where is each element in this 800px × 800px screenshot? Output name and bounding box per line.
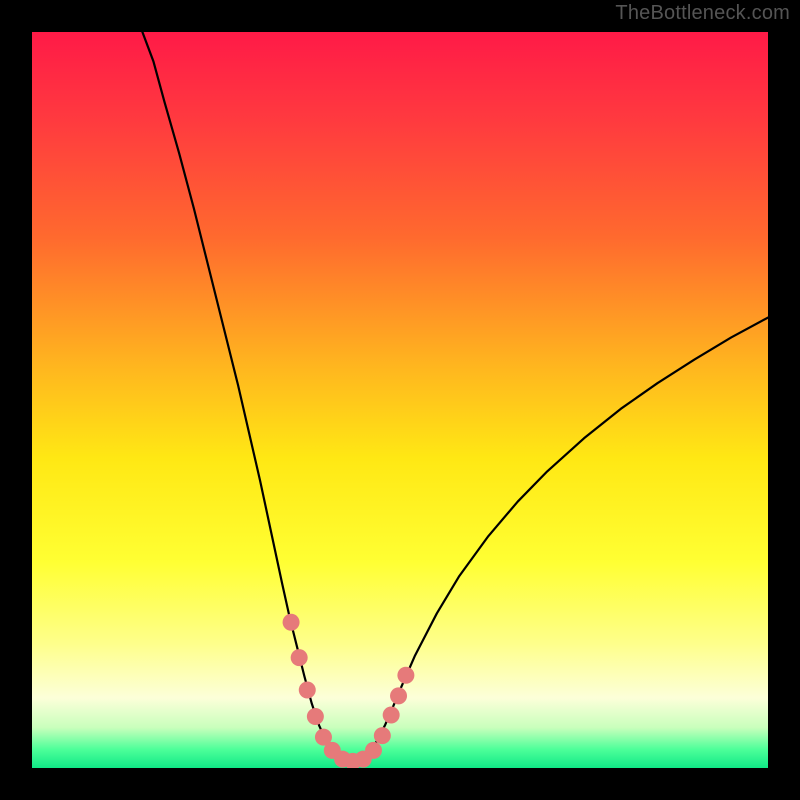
gradient-background: [32, 32, 768, 768]
highlight-dot: [383, 707, 400, 724]
highlight-dot: [299, 681, 316, 698]
highlight-dot: [397, 667, 414, 684]
highlight-dot: [283, 614, 300, 631]
chart-panel: [32, 32, 768, 768]
chart-svg: [32, 32, 768, 768]
stage: TheBottleneck.com: [0, 0, 800, 800]
highlight-dot: [374, 727, 391, 744]
highlight-dot: [365, 742, 382, 759]
watermark-text: TheBottleneck.com: [615, 2, 790, 25]
highlight-dot: [307, 708, 324, 725]
highlight-dot: [390, 687, 407, 704]
highlight-dot: [291, 649, 308, 666]
